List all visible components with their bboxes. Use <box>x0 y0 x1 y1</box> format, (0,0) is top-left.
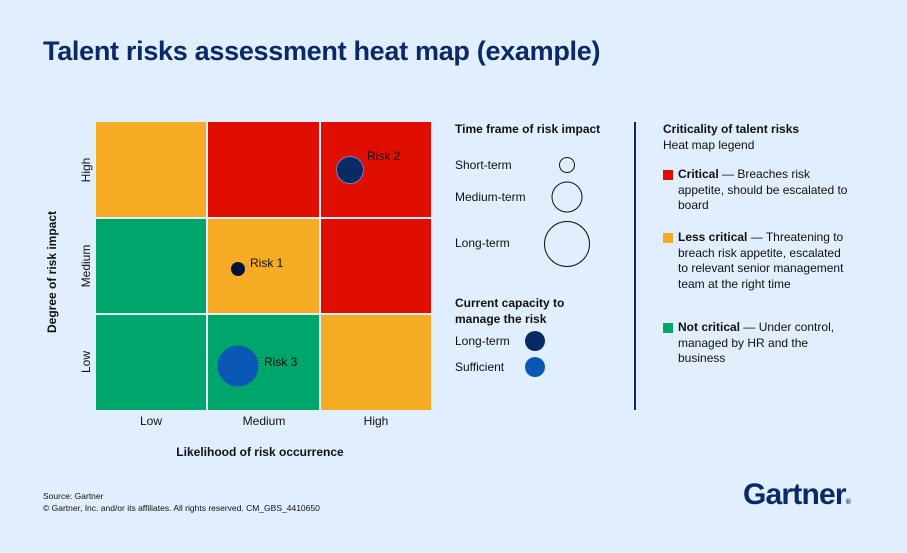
cell-medium-medium <box>208 218 319 314</box>
risk-2-label: Risk 2 <box>367 149 401 163</box>
critical-legend-item: Critical — Breaches risk appetite, shoul… <box>663 167 853 214</box>
x-tick-medium: Medium <box>242 414 286 428</box>
not-critical-legend-item: Not critical — Under control, managed by… <box>663 320 853 367</box>
critical-name: Critical <box>678 167 719 181</box>
legend-divider <box>634 122 636 410</box>
less-critical-desc: — Threatening to breach risk appetite, e… <box>678 230 844 291</box>
not-critical-desc: — Under control, managed by HR and the b… <box>678 320 835 365</box>
timeframe-legend-title: Time frame of risk impact <box>455 122 601 136</box>
y-tick-high: High <box>79 157 93 183</box>
source-text: Source: Gartner <box>43 491 104 501</box>
medium-term-circle-icon <box>551 181 583 213</box>
capacity-sufficient-label: Sufficient <box>455 360 505 374</box>
capacity-long-term-dot-icon <box>525 331 545 351</box>
less-critical-swatch-icon <box>663 233 673 243</box>
criticality-subtitle: Heat map legend <box>663 138 755 152</box>
cell-high-medium <box>208 122 319 217</box>
critical-desc: — Breaches risk appetite, should be esca… <box>678 167 848 212</box>
criticality-title: Criticality of talent risks <box>663 122 800 136</box>
cell-low-high <box>320 315 431 410</box>
y-axis-label: Degree of risk impact <box>45 210 59 334</box>
risk-3-bubble <box>217 345 259 387</box>
x-axis-label: Likelihood of risk occurrence <box>176 445 344 459</box>
x-tick-low: Low <box>139 414 163 428</box>
footer: Source: Gartner © Gartner, Inc. and/or i… <box>43 490 320 514</box>
cell-low-low <box>96 315 207 410</box>
not-critical-swatch-icon <box>663 323 673 333</box>
critical-swatch-icon <box>663 170 673 180</box>
less-critical-name: Less critical <box>678 230 748 244</box>
registered-mark-icon: ® <box>845 499 851 506</box>
capacity-legend-title-1: Current capacity to <box>455 296 565 310</box>
cell-medium-high <box>320 218 431 314</box>
not-critical-name: Not critical <box>678 320 741 334</box>
risk-1-bubble <box>231 262 245 276</box>
y-tick-low: Low <box>79 350 93 374</box>
timeframe-short-label: Short-term <box>455 158 512 172</box>
capacity-sufficient-dot-icon <box>525 357 545 377</box>
logo-text: Gartner <box>743 478 847 511</box>
short-term-circle-icon <box>559 157 575 173</box>
y-tick-medium: Medium <box>79 244 93 288</box>
capacity-legend-title-2: manage the risk <box>455 312 547 326</box>
timeframe-medium-label: Medium-term <box>455 190 526 204</box>
capacity-long-term-label: Long-term <box>455 334 510 348</box>
long-term-circle-icon <box>544 221 590 267</box>
less-critical-legend-item: Less critical — Threatening to breach ri… <box>663 230 853 292</box>
gartner-logo: Gartner® <box>743 478 851 512</box>
page-title: Talent risks assessment heat map (exampl… <box>43 36 601 66</box>
cell-high-low <box>96 122 207 217</box>
timeframe-long-label: Long-term <box>455 236 510 250</box>
risk-3-label: Risk 3 <box>264 355 298 369</box>
risk-2-bubble <box>336 156 364 184</box>
x-tick-high: High <box>363 414 389 428</box>
cell-medium-low <box>96 218 207 314</box>
copyright-text: © Gartner, Inc. and/or its affiliates. A… <box>43 503 320 513</box>
risk-1-label: Risk 1 <box>250 256 284 270</box>
